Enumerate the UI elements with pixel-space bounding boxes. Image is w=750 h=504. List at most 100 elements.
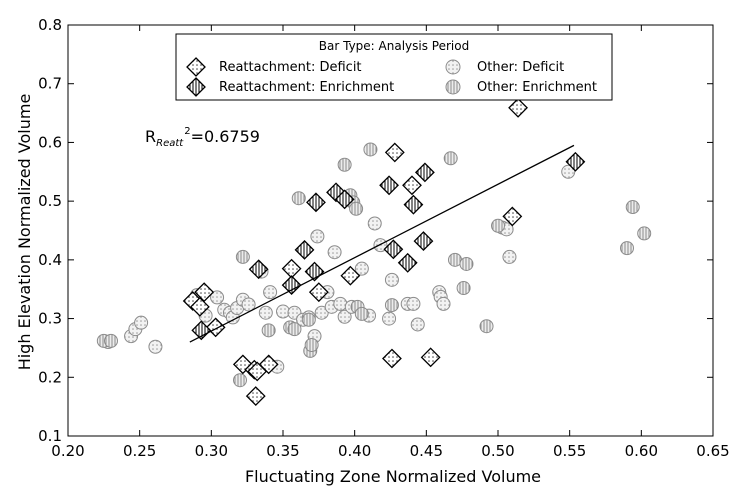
- point-other-enrichment: [349, 201, 364, 216]
- x-tick-label: 0.50: [481, 442, 514, 460]
- trend-line: [189, 144, 575, 343]
- point-other-enrichment: [443, 151, 458, 166]
- point-other-deficit: [337, 309, 352, 324]
- data-points: [96, 97, 652, 406]
- x-tick-label: 0.65: [696, 442, 729, 460]
- y-tick-label: 0.6: [38, 133, 62, 151]
- point-other-enrichment: [479, 319, 494, 334]
- point-other-deficit: [373, 238, 388, 253]
- y-axis-title: High Elevation Normalized Volume: [15, 94, 34, 371]
- point-other-deficit: [134, 315, 149, 330]
- point-reattachment-deficit: [245, 386, 266, 406]
- y-tick-label: 0.7: [38, 75, 62, 93]
- point-other-deficit: [210, 290, 225, 305]
- point-reattachment-enrichment: [334, 189, 355, 210]
- point-other-enrichment: [337, 157, 352, 172]
- annotation-base: R: [145, 127, 156, 146]
- point-other-deficit: [333, 296, 348, 311]
- legend-label-reattachment-deficit: Reattachment: Deficit: [219, 60, 362, 75]
- legend-item-other-enrichment: Other: Enrichment: [445, 79, 597, 95]
- x-tick-label: 0.60: [625, 442, 658, 460]
- x-tick-label: 0.45: [410, 442, 443, 460]
- point-reattachment-enrichment: [403, 194, 424, 215]
- point-reattachment-enrichment: [248, 259, 269, 280]
- point-other-enrichment: [301, 312, 316, 327]
- point-other-enrichment: [456, 281, 471, 296]
- x-tick-label: 0.30: [195, 442, 228, 460]
- x-tick-label: 0.35: [266, 442, 299, 460]
- y-tick-label: 0.8: [38, 16, 62, 34]
- point-other-enrichment: [491, 218, 505, 233]
- point-other-deficit: [367, 216, 382, 231]
- point-other-enrichment: [620, 241, 634, 256]
- point-reattachment-deficit: [508, 97, 528, 118]
- legend-label-reattachment-enrichment: Reattachment: Enrichment: [219, 80, 394, 95]
- point-other-deficit: [276, 304, 290, 319]
- point-reattachment-enrichment: [413, 231, 434, 251]
- legend-item-reattachment-enrichment: Reattachment: Enrichment: [186, 77, 394, 97]
- point-other-enrichment: [233, 373, 247, 388]
- legend: Bar Type: Analysis Period Reattachment: …: [175, 33, 613, 101]
- point-reattachment-enrichment: [397, 252, 418, 273]
- legend-item-other-deficit: Other: Deficit: [445, 59, 564, 75]
- y-tick-label: 0.3: [38, 310, 62, 328]
- point-other-enrichment: [637, 226, 652, 241]
- point-reattachment-enrichment: [383, 239, 404, 260]
- point-other-deficit: [263, 285, 278, 300]
- point-other-deficit: [406, 296, 421, 311]
- point-other-deficit: [410, 317, 425, 332]
- legend-marker-reattachment-enrichment: [186, 77, 206, 97]
- point-other-deficit: [258, 305, 273, 320]
- point-other-enrichment: [287, 322, 302, 337]
- point-other-enrichment: [354, 306, 369, 321]
- trend-line-group: [189, 144, 575, 343]
- axis-ticks: 0.20 0.25 0.30 0.35 0.40 0.45 0.50 0.55 0.60 0.65…: [38, 16, 730, 460]
- y-tick-label: 0.4: [38, 251, 62, 269]
- legend-label-other-enrichment: Other: Enrichment: [477, 80, 597, 95]
- point-other-deficit: [502, 249, 517, 264]
- x-axis-title: Fluctuating Zone Normalized Volume: [245, 467, 541, 486]
- point-reattachment-deficit: [194, 282, 215, 303]
- point-other-enrichment: [384, 298, 399, 313]
- point-reattachment-enrichment: [379, 175, 399, 196]
- point-reattachment-enrichment: [306, 192, 326, 213]
- point-other-enrichment: [363, 142, 378, 157]
- point-other-enrichment: [304, 337, 319, 352]
- legend-marker-other-deficit: [445, 59, 461, 75]
- legend-box: [175, 33, 613, 101]
- x-tick-label: 0.40: [338, 442, 371, 460]
- point-other-enrichment: [291, 191, 306, 206]
- y-tick-label: 0.1: [38, 427, 62, 445]
- legend-label-other-deficit: Other: Deficit: [477, 60, 564, 75]
- annotation-value: =0.6759: [191, 127, 260, 146]
- point-reattachment-enrichment: [281, 275, 302, 296]
- point-reattachment-enrichment: [191, 320, 212, 341]
- legend-title: Bar Type: Analysis Period: [319, 39, 469, 53]
- point-other-deficit: [384, 272, 399, 287]
- point-reattachment-deficit: [420, 347, 441, 368]
- point-reattachment-enrichment: [565, 151, 586, 172]
- point-reattachment-deficit: [258, 354, 279, 375]
- point-reattachment-deficit: [502, 206, 523, 227]
- legend-item-reattachment-deficit: Reattachment: Deficit: [186, 57, 362, 77]
- point-reattachment-enrichment: [294, 239, 315, 260]
- point-reattachment-deficit: [384, 142, 405, 163]
- y-tick-label: 0.5: [38, 192, 62, 210]
- point-other-enrichment: [104, 333, 118, 348]
- x-tick-label: 0.25: [123, 442, 156, 460]
- annotation-superscript: 2: [184, 126, 190, 137]
- point-other-deficit: [561, 164, 576, 179]
- point-reattachment-enrichment: [414, 162, 435, 183]
- point-other-deficit: [382, 311, 397, 326]
- point-other-deficit: [241, 297, 256, 312]
- point-reattachment-deficit: [340, 265, 361, 286]
- point-other-enrichment: [235, 249, 250, 264]
- point-other-deficit: [148, 339, 163, 354]
- point-other-deficit: [354, 261, 369, 276]
- x-tick-label: 0.55: [553, 442, 586, 460]
- point-other-deficit: [310, 229, 325, 244]
- point-other-enrichment: [261, 323, 276, 338]
- point-other-deficit: [436, 296, 451, 311]
